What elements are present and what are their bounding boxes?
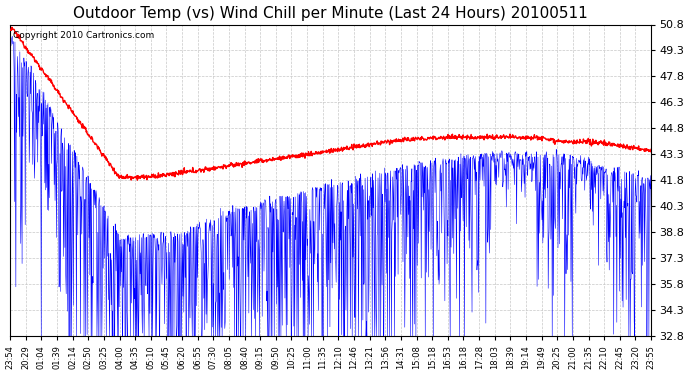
Text: Copyright 2010 Cartronics.com: Copyright 2010 Cartronics.com xyxy=(13,31,155,40)
Title: Outdoor Temp (vs) Wind Chill per Minute (Last 24 Hours) 20100511: Outdoor Temp (vs) Wind Chill per Minute … xyxy=(73,6,588,21)
